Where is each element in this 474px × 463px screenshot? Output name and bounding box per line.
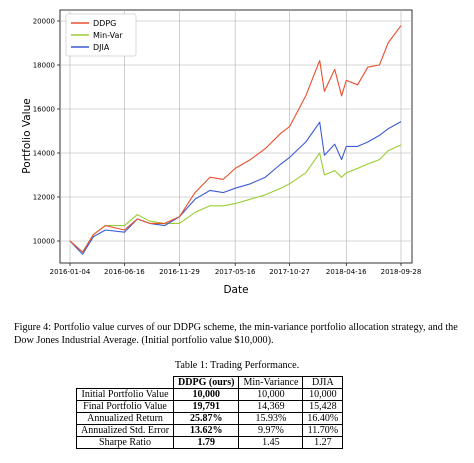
- series-line-min-var: [69, 144, 402, 253]
- cell-ddpg: 25.87%: [173, 412, 240, 425]
- table-row: Annualized Return 25.87% 15.93% 16.40%: [75, 412, 344, 425]
- y-axis-ticks: 10000 12000 14000 16000 18000 20000: [33, 18, 60, 246]
- row-label: Annualized Return: [75, 412, 175, 425]
- table-header-row: DDPG (ours) Min-Variance DJIA: [76, 376, 344, 389]
- x-tick-label: 2018-04-16: [326, 268, 367, 276]
- cell-min-variance: 14,369: [238, 400, 304, 413]
- trading-performance-table: DDPG (ours) Min-Variance DJIA Initial Po…: [75, 376, 344, 449]
- cell-djia: 11.70%: [302, 424, 344, 437]
- cell-djia: 16.40%: [302, 412, 344, 425]
- y-tick-label: 12000: [33, 194, 55, 202]
- table-row: Annualized Std. Error 13.62% 9.97% 11.70…: [75, 424, 344, 437]
- x-tick-label: 2016-06-16: [104, 268, 145, 276]
- y-tick-label: 18000: [33, 62, 55, 70]
- cell-ddpg: 13.62%: [173, 424, 240, 437]
- figure-caption: Figure 4: Portfolio value curves of our …: [14, 322, 458, 346]
- cell-min-variance: 1.45: [238, 436, 304, 449]
- table-corner: [76, 376, 175, 389]
- series-line-ddpg: [69, 25, 402, 253]
- x-tick-label: 2018-09-28: [381, 268, 422, 276]
- y-tick-label: 10000: [33, 238, 55, 246]
- legend-label: DDPG: [93, 19, 116, 28]
- cell-djia: 15,428: [302, 400, 344, 413]
- column-header-min-variance: Min-Variance: [238, 376, 304, 389]
- x-tick-label: 2017-10-27: [269, 268, 310, 276]
- cell-min-variance: 9.97%: [238, 424, 304, 437]
- table-row: Final Portfolio Value 19,791 14,369 15,4…: [75, 400, 344, 413]
- x-axis-ticks: 2016-01-04 2016-06-16 2016-11-29 2017-05-16…: [50, 263, 422, 276]
- row-label: Sharpe Ratio: [75, 436, 175, 449]
- x-tick-label: 2017-05-16: [215, 268, 256, 276]
- row-label: Initial Portfolio Value: [75, 388, 175, 401]
- legend: DDPG Min-Var DJIA: [65, 13, 137, 57]
- table-row: Sharpe Ratio 1.79 1.45 1.27: [75, 436, 344, 449]
- cell-min-variance: 10,000: [238, 388, 304, 401]
- column-header-ddpg: DDPG (ours): [173, 376, 240, 389]
- legend-box: [65, 13, 137, 57]
- column-header-djia: DJIA: [302, 376, 344, 389]
- cell-djia: 10,000: [302, 388, 344, 401]
- table-row: Initial Portfolio Value 10,000 10,000 10…: [75, 388, 344, 401]
- x-axis-label: Date: [223, 284, 248, 296]
- legend-label: Min-Var: [93, 31, 123, 40]
- cell-djia: 1.27: [302, 436, 344, 449]
- table-title: Table 1: Trading Performance.: [174, 360, 300, 371]
- legend-label: DJIA: [93, 43, 110, 52]
- cell-ddpg: 19,791: [173, 400, 240, 413]
- row-label: Annualized Std. Error: [75, 424, 175, 437]
- y-axis-label: Portfolio Value: [21, 98, 33, 173]
- y-tick-label: 14000: [33, 150, 55, 158]
- cell-ddpg: 10,000: [173, 388, 240, 401]
- cell-ddpg: 1.79: [173, 436, 240, 449]
- series-line-djia: [69, 121, 402, 255]
- series-lines: [69, 25, 402, 255]
- row-label: Final Portfolio Value: [75, 400, 175, 413]
- cell-min-variance: 15.93%: [238, 412, 304, 425]
- y-tick-label: 20000: [33, 18, 55, 26]
- x-tick-label: 2016-11-29: [159, 268, 200, 276]
- portfolio-value-chart: 2016-01-04 2016-06-16 2016-11-29 2017-05-16…: [21, 9, 422, 296]
- x-tick-label: 2016-01-04: [50, 268, 91, 276]
- y-tick-label: 16000: [33, 106, 55, 114]
